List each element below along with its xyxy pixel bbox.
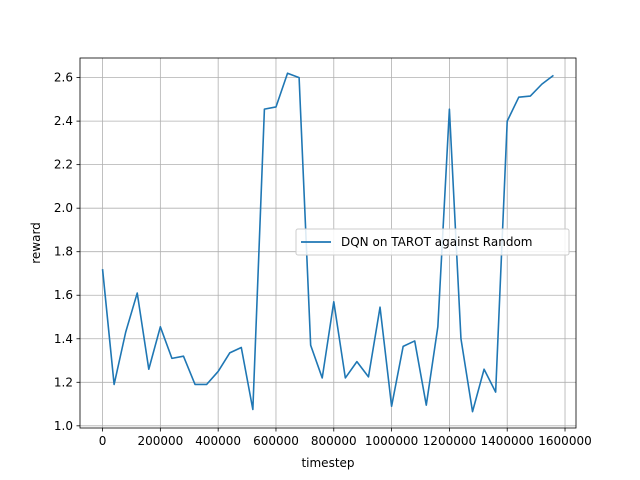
legend: DQN on TAROT against Random [296,229,569,255]
y-tick-label: 2.4 [54,114,73,128]
y-tick-label: 1.4 [54,332,73,346]
x-tick-label: 400000 [195,434,241,448]
y-tick-label: 1.8 [54,245,73,259]
legend-entry-label: DQN on TAROT against Random [341,235,533,249]
y-axis-label: reward [29,222,43,264]
y-tick-label: 2.2 [54,158,73,172]
x-tick-label: 1400000 [480,434,533,448]
y-tick-label: 1.0 [54,419,73,433]
x-tick-label: 600000 [253,434,299,448]
x-tick-label: 1200000 [423,434,476,448]
x-tick-label: 800000 [311,434,357,448]
y-tick-label: 1.2 [54,375,73,389]
y-tick-label: 1.6 [54,288,73,302]
x-tick-label: 1000000 [365,434,418,448]
x-tick-label: 200000 [137,434,183,448]
y-tick-label: 2.6 [54,71,73,85]
x-tick-label: 1600000 [538,434,591,448]
y-tick-label: 2.0 [54,201,73,215]
x-axis-label: timestep [301,456,354,470]
x-tick-label: 0 [99,434,107,448]
